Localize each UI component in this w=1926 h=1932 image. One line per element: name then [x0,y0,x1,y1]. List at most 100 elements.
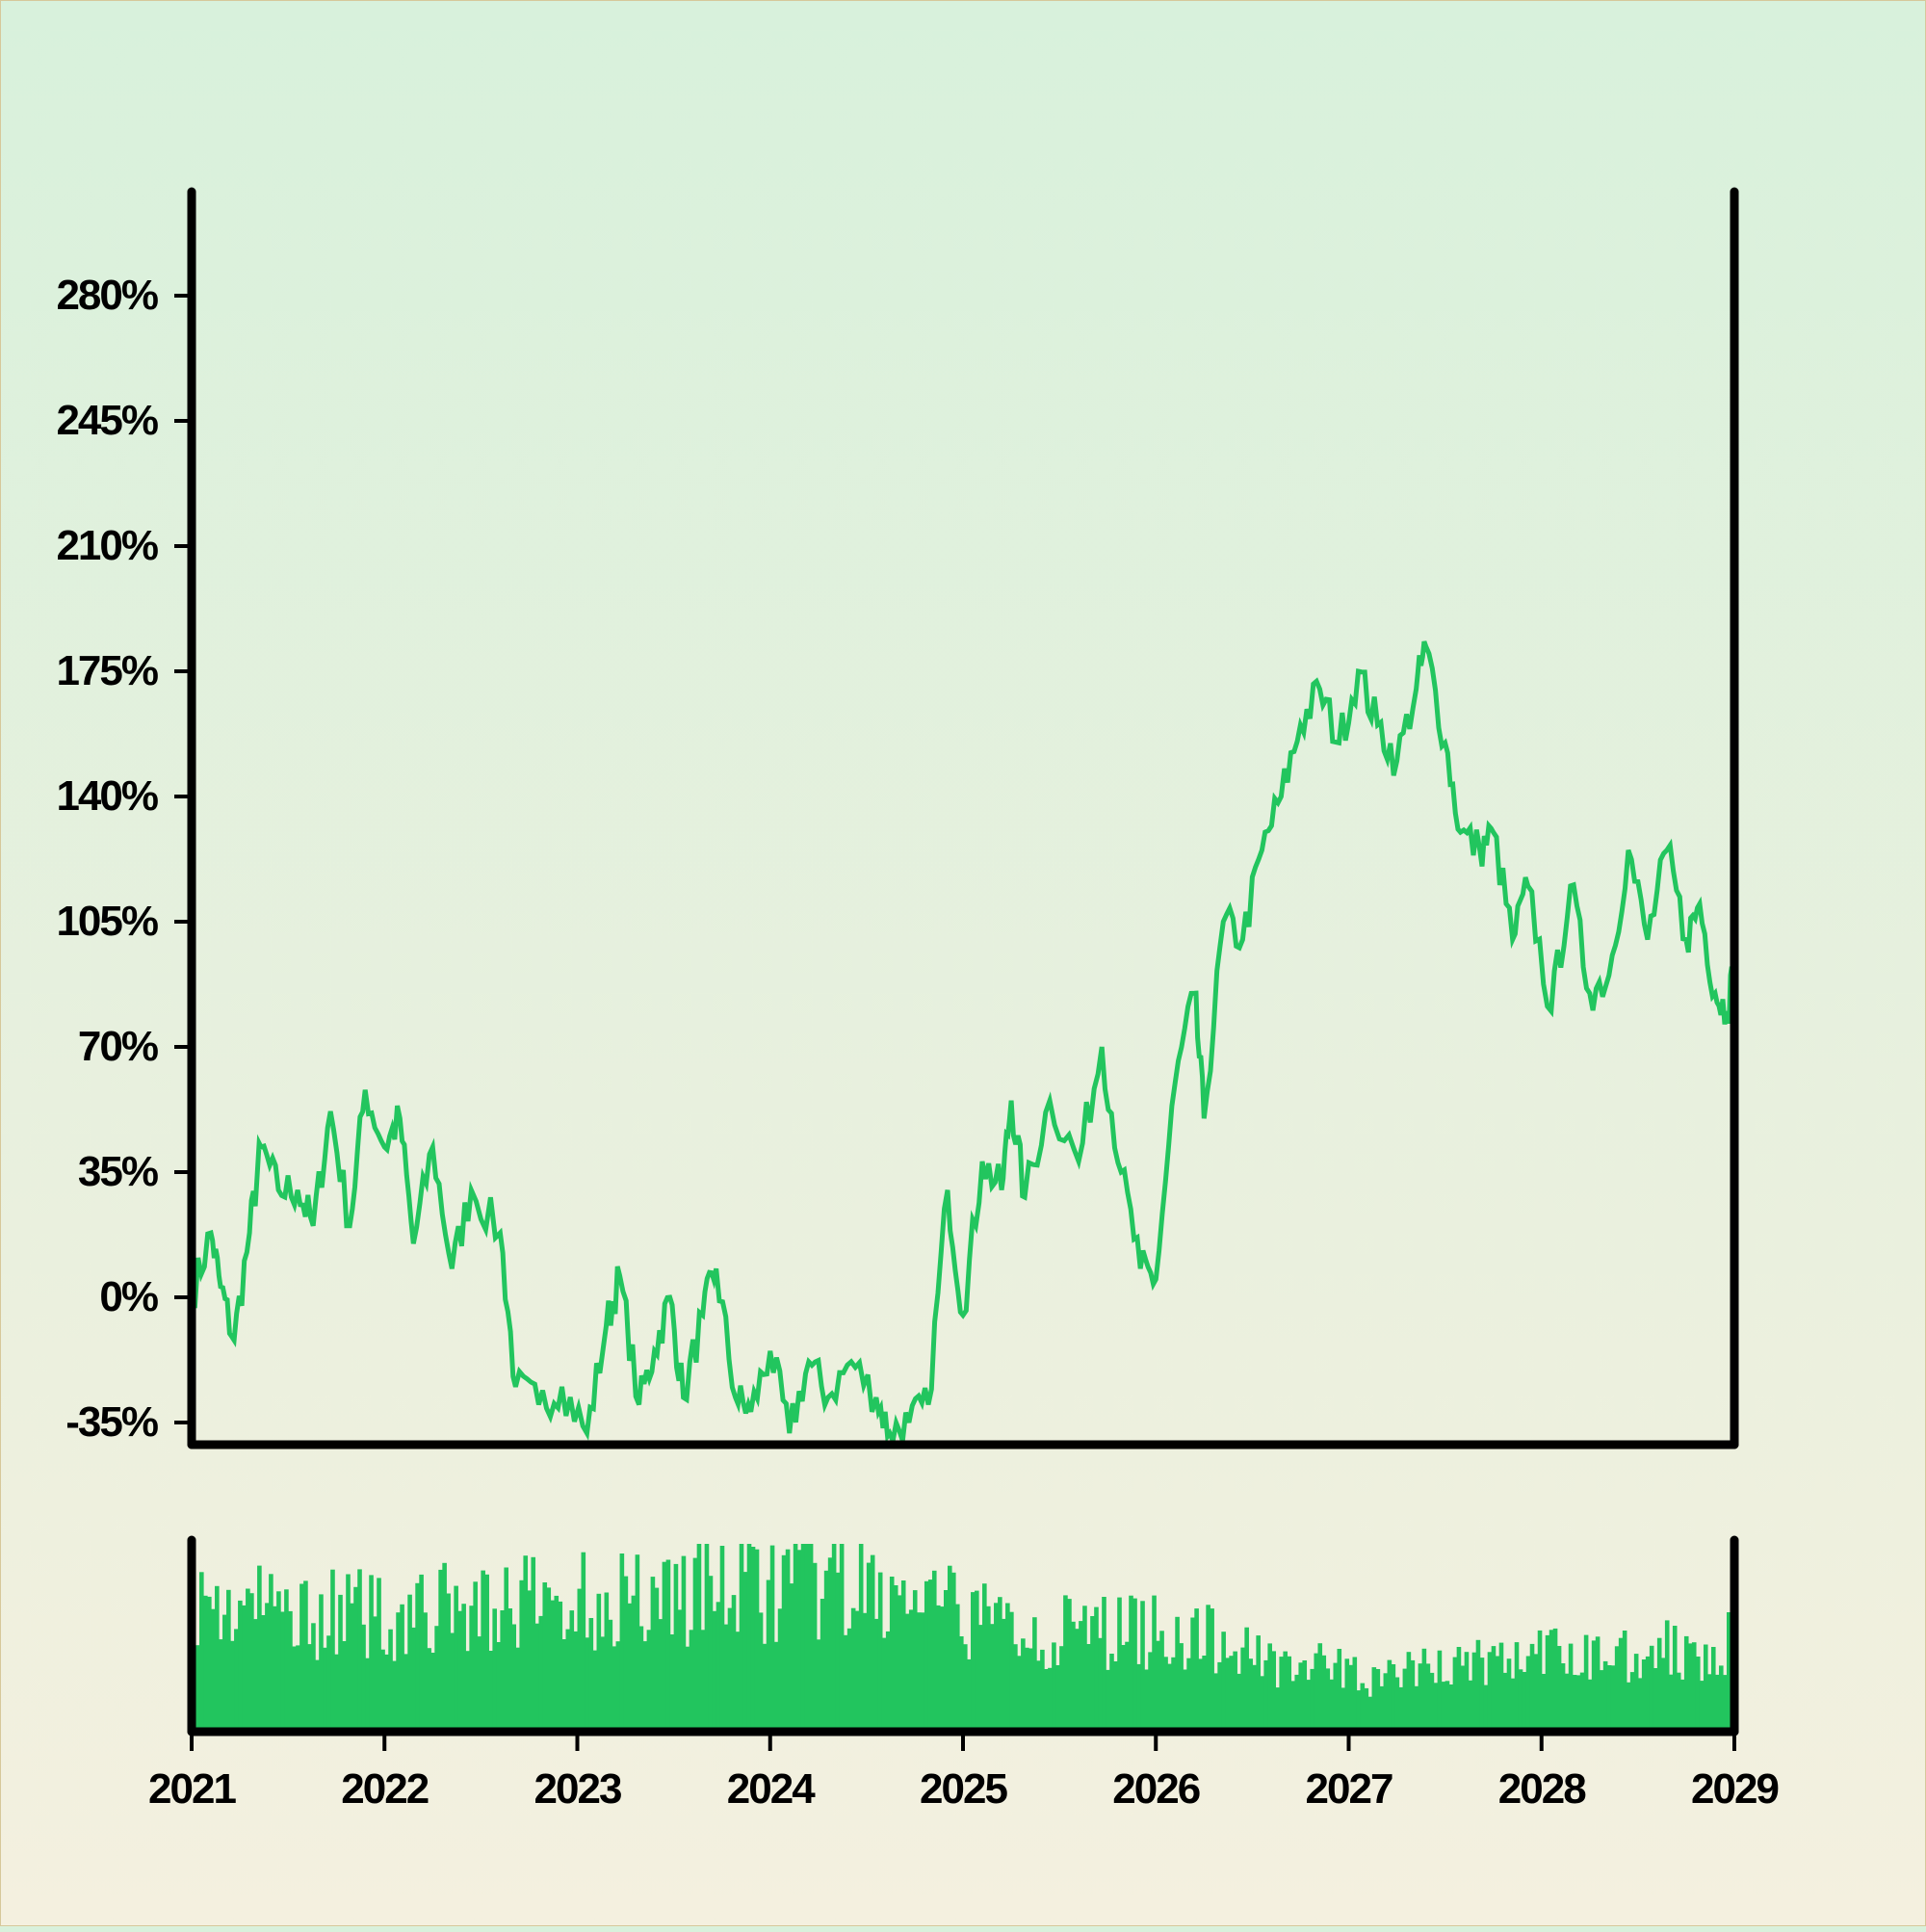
volume-bar [1626,1682,1631,1732]
volume-bar [481,1570,485,1732]
volume-bar [1575,1675,1581,1732]
volume-bar [1552,1628,1558,1732]
y-tick-label: 35% [78,1148,158,1195]
volume-bar [299,1583,304,1732]
volume-bar [912,1590,918,1732]
volume-bar [1610,1665,1616,1732]
volume-bar [1298,1662,1304,1732]
volume-bar [1633,1654,1639,1732]
volume-bar [1210,1608,1214,1732]
volume-bar [1240,1647,1245,1732]
volume-bar [994,1603,999,1732]
volume-bar [527,1590,533,1732]
volume-bar [1560,1663,1566,1732]
volume-bar [1371,1667,1377,1732]
volume-bar [1387,1659,1392,1732]
volume-bar [1549,1630,1554,1732]
volume-bar [384,1654,389,1732]
volume-bar [808,1544,814,1732]
volume-bar [1699,1681,1705,1732]
volume-bar [1464,1652,1470,1732]
volume-bar [963,1644,968,1732]
volume-bar [754,1549,760,1732]
volume-bar [631,1595,637,1732]
volume-bar [1514,1642,1520,1732]
x-tick-label: 2022 [341,1765,428,1813]
volume-bar [1067,1599,1072,1732]
volume-bar [1718,1665,1724,1732]
x-tick-label: 2024 [727,1765,816,1813]
volume-bar [346,1574,351,1732]
volume-bar [199,1572,204,1732]
volume-bar [365,1658,370,1732]
volume-bar [739,1544,744,1732]
volume-bar [1383,1673,1389,1732]
y-tick-label: 245% [56,397,157,444]
volume-bar [975,1590,979,1732]
volume-bar [762,1643,768,1732]
volume-bar [735,1632,741,1732]
volume-bar [238,1600,243,1732]
volume-bar [1036,1660,1041,1732]
volume-bar [1306,1680,1312,1732]
volume-bar [361,1624,366,1732]
volume-bar [269,1574,273,1732]
volume-bar [400,1604,404,1732]
volume-bar [1156,1640,1160,1732]
volume-bar [546,1587,552,1732]
volume-bar [677,1609,683,1732]
volume-bar [1367,1696,1373,1732]
volume-bar [311,1623,316,1732]
volume-bar [1244,1627,1249,1732]
volume-bar [1695,1657,1701,1732]
volume-bar [719,1546,725,1732]
volume-bar [207,1596,212,1732]
volume-bar [823,1570,829,1732]
volume-bar [627,1603,633,1732]
volume-bar [1094,1606,1099,1732]
volume-bar [1668,1674,1674,1732]
volume-bar [1518,1669,1523,1732]
volume-bar [1491,1646,1497,1732]
volume-bar [407,1594,412,1732]
volume-bar [1437,1650,1443,1732]
volume-bar [881,1637,887,1732]
volume-bar [1221,1632,1226,1732]
volume-bar [280,1611,285,1732]
volume-bar [496,1642,501,1732]
volume-bar [835,1572,841,1732]
volume-bar [284,1589,289,1732]
volume-bar [377,1578,381,1732]
volume-bar [777,1608,783,1732]
volume-bar [1556,1646,1562,1732]
volume-bar [1059,1646,1064,1732]
volume-bar [473,1581,478,1732]
volume-bar [931,1570,937,1732]
volume-bar [731,1595,737,1732]
volume-bar [1656,1637,1662,1732]
volume-bar [1175,1616,1180,1732]
volume-bar [1706,1674,1712,1732]
volume-bar [334,1654,339,1732]
volume-bar [1379,1685,1385,1732]
volume-bar [959,1636,964,1732]
volume-bar [927,1580,933,1732]
volume-bar [1279,1657,1285,1732]
volume-bar [1714,1674,1720,1732]
volume-bar [446,1593,451,1732]
volume-bar [1599,1670,1604,1732]
volume-bar [812,1562,818,1732]
volume-bar [538,1615,544,1732]
volume-bar [681,1555,687,1732]
volume-bar [665,1559,671,1732]
volume-bar [612,1646,617,1732]
volume-bar [1321,1655,1327,1732]
volume-bar [1225,1658,1230,1732]
volume-bar [758,1612,764,1732]
volume-bar [1159,1631,1164,1732]
volume-bar [1495,1656,1500,1732]
volume-bar [873,1618,879,1732]
volume-bar [573,1631,579,1732]
volume-bar [1233,1651,1237,1732]
volume-bar [1441,1682,1446,1732]
